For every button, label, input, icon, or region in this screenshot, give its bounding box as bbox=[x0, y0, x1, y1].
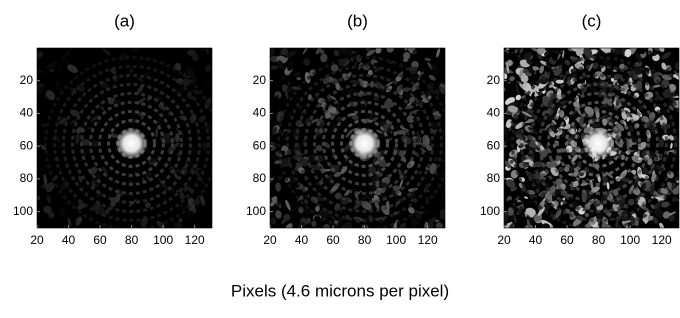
x-tick-label: 60 bbox=[560, 233, 574, 247]
y-tick-label: 60 bbox=[20, 138, 34, 152]
x-tick-label: 60 bbox=[326, 233, 340, 247]
x-tick-label: 80 bbox=[125, 233, 139, 247]
x-tick-label: 80 bbox=[358, 233, 372, 247]
image bbox=[265, 43, 451, 234]
x-tick-label: 40 bbox=[295, 233, 309, 247]
image bbox=[31, 43, 217, 231]
x-tick-label: 100 bbox=[386, 233, 406, 247]
panel-title: (a) bbox=[114, 11, 135, 30]
x-tick-label: 60 bbox=[93, 233, 107, 247]
page: {"xlabel": "Pixels (4.6 microns per pixe… bbox=[0, 0, 680, 318]
y-tick-label: 40 bbox=[487, 106, 501, 120]
y-tick-label: 60 bbox=[253, 138, 267, 152]
y-tick-label: 40 bbox=[253, 106, 267, 120]
x-tick-label: 120 bbox=[185, 233, 205, 247]
x-tick-label: 40 bbox=[62, 233, 76, 247]
x-tick-label: 120 bbox=[652, 233, 672, 247]
central-spot bbox=[349, 127, 381, 159]
speckle bbox=[331, 64, 339, 72]
x-tick-label: 40 bbox=[529, 233, 543, 247]
y-tick-label: 100 bbox=[480, 204, 500, 218]
figure: Pixels (4.6 microns per pixel) (a) 20 40 60… bbox=[0, 0, 680, 318]
x-tick-label: 100 bbox=[153, 233, 173, 247]
y-tick-label: 100 bbox=[246, 204, 266, 218]
speckle bbox=[434, 157, 438, 162]
speckle bbox=[175, 133, 180, 142]
x-tick-label: 100 bbox=[620, 233, 640, 247]
y-tick-label: 20 bbox=[20, 73, 34, 87]
y-tick-label: 80 bbox=[487, 171, 501, 185]
x-tick-label: 120 bbox=[418, 233, 438, 247]
x-tick-label: 20 bbox=[30, 233, 44, 247]
x-tick-label: 20 bbox=[497, 233, 511, 247]
y-tick-label: 20 bbox=[253, 73, 267, 87]
panel-title: (b) bbox=[347, 11, 368, 30]
y-tick-label: 60 bbox=[487, 138, 501, 152]
y-tick-label: 20 bbox=[487, 73, 501, 87]
central-spot bbox=[116, 127, 148, 159]
x-tick-label: 80 bbox=[592, 233, 606, 247]
y-tick-label: 100 bbox=[13, 204, 33, 218]
x-axis-label: Pixels (4.6 microns per pixel) bbox=[231, 281, 449, 300]
speckle bbox=[187, 50, 196, 56]
x-tick-label: 20 bbox=[263, 233, 277, 247]
y-tick-label: 80 bbox=[253, 171, 267, 185]
y-tick-label: 40 bbox=[20, 106, 34, 120]
central-spot bbox=[583, 127, 615, 159]
image bbox=[499, 42, 680, 233]
panel-title: (c) bbox=[582, 11, 602, 30]
y-tick-label: 80 bbox=[20, 171, 34, 185]
